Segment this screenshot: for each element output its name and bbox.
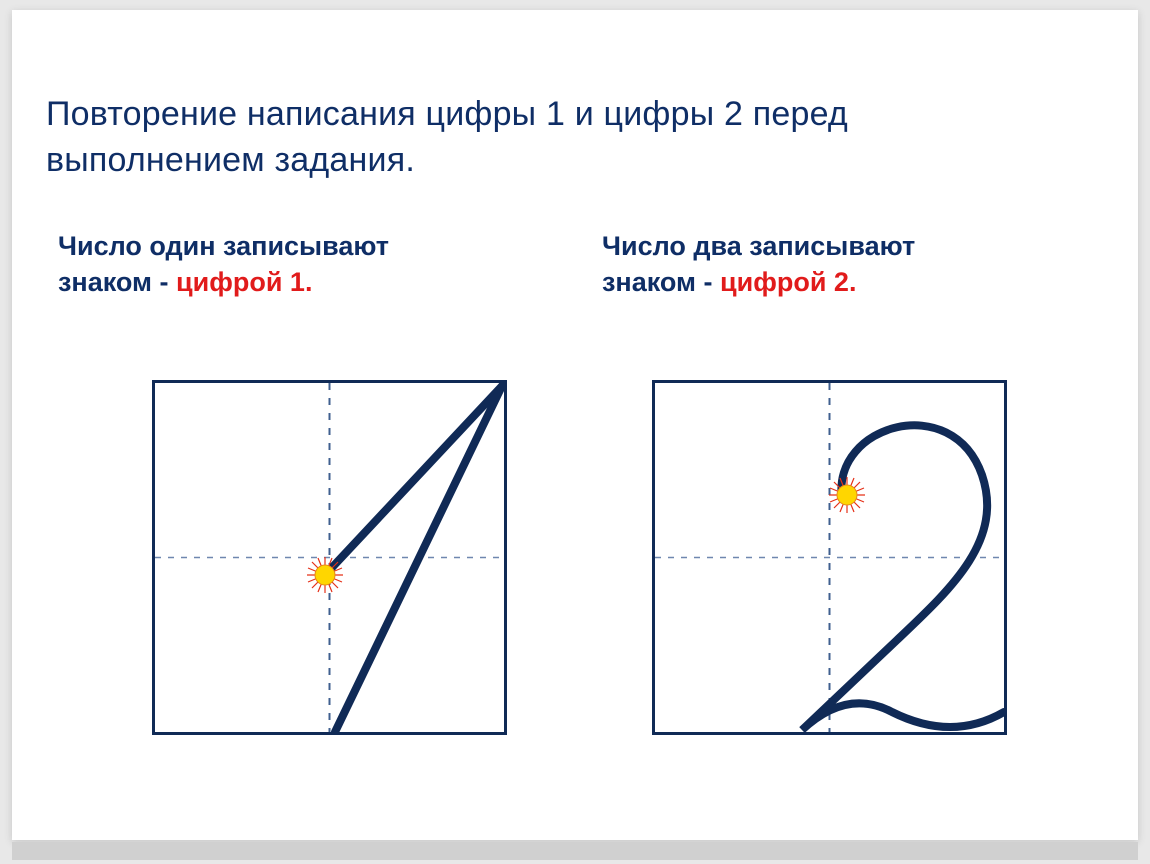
right-caption: Число два записывают знаком - цифрой 2.: [602, 228, 1082, 301]
digit-2-diagram: [652, 380, 1007, 735]
digit-2-svg: [652, 380, 1007, 735]
right-caption-accent: цифрой 2.: [720, 267, 856, 297]
start-marker-icon: [829, 477, 865, 513]
slide: Повторение написания цифры 1 и цифры 2 п…: [12, 10, 1138, 840]
slide-title: Повторение написания цифры 1 и цифры 2 п…: [46, 92, 1046, 184]
right-caption-line2a: знаком -: [602, 267, 720, 297]
left-caption-line1: Число один записывают: [58, 231, 389, 261]
start-marker-icon: [307, 557, 343, 593]
digit-2-path: [802, 425, 1004, 730]
digit-1-flag: [325, 386, 502, 575]
digit-1-diagram: [152, 380, 507, 735]
slide-outer: Повторение написания цифры 1 и цифры 2 п…: [0, 0, 1150, 864]
right-caption-line1: Число два записывают: [602, 231, 915, 261]
digit-1-svg: [152, 380, 507, 735]
footer-bar: [12, 842, 1138, 860]
left-caption-accent: цифрой 1.: [176, 267, 312, 297]
left-caption: Число один записывают знаком - цифрой 1.: [58, 228, 538, 301]
left-caption-line2a: знаком -: [58, 267, 176, 297]
digit-1-stem: [335, 386, 502, 732]
